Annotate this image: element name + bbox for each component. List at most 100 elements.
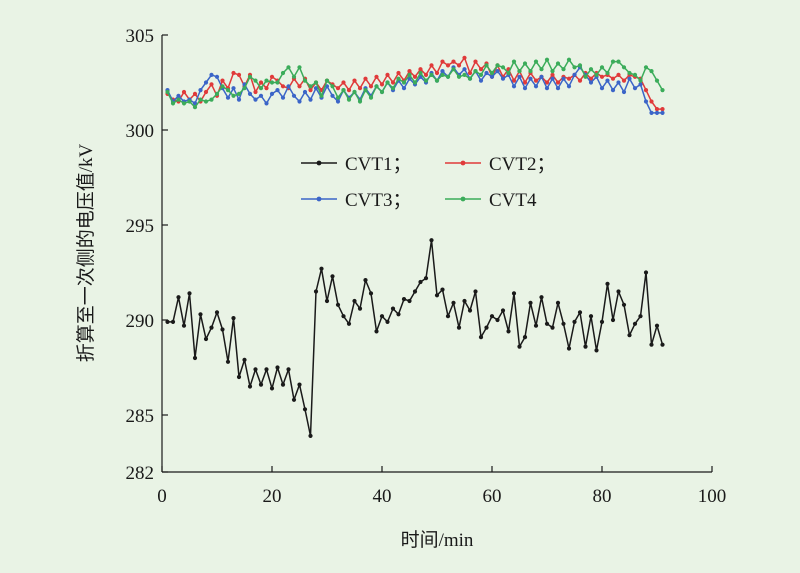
data-point xyxy=(489,314,495,319)
data-point xyxy=(539,74,544,79)
data-point xyxy=(522,80,528,85)
data-point xyxy=(654,107,660,112)
legend-label: CVT4 xyxy=(489,190,537,211)
data-point xyxy=(390,306,396,311)
legend-item: CVT4 xyxy=(445,190,537,211)
data-point xyxy=(176,93,181,98)
data-point xyxy=(187,99,192,104)
data-point xyxy=(231,316,236,321)
data-point xyxy=(467,76,473,81)
data-point xyxy=(528,76,533,81)
data-point xyxy=(275,88,280,93)
data-point xyxy=(643,270,649,275)
y-tick-label: 285 xyxy=(126,406,155,427)
series-4 xyxy=(165,57,665,110)
data-point xyxy=(440,287,445,292)
data-point xyxy=(401,297,407,302)
data-point xyxy=(627,70,632,76)
data-point xyxy=(418,70,423,76)
data-point xyxy=(627,76,632,81)
y-axis-label: 折算至一次侧的电压值/kV xyxy=(75,143,97,362)
data-point xyxy=(176,295,181,300)
data-point xyxy=(302,89,308,95)
data-point xyxy=(181,89,187,95)
data-point xyxy=(352,78,357,83)
data-point xyxy=(566,84,572,89)
data-point xyxy=(555,300,561,305)
data-point xyxy=(297,84,302,89)
data-point xyxy=(561,67,566,72)
data-point xyxy=(445,74,451,79)
data-point xyxy=(484,63,489,68)
data-point xyxy=(203,99,209,104)
data-point xyxy=(555,86,561,91)
data-point xyxy=(451,300,456,305)
data-point xyxy=(209,97,214,102)
data-point xyxy=(396,70,401,76)
data-point xyxy=(231,70,236,76)
data-point xyxy=(253,97,258,102)
data-point xyxy=(247,91,253,96)
data-point xyxy=(302,407,308,412)
data-point xyxy=(407,69,412,74)
data-point xyxy=(605,78,610,83)
data-point xyxy=(506,329,511,334)
data-point xyxy=(275,80,280,85)
data-point xyxy=(561,321,566,326)
data-point xyxy=(506,70,511,76)
data-point xyxy=(181,101,187,106)
data-point xyxy=(566,346,572,351)
x-axis-label: 时间/min xyxy=(401,529,474,551)
data-point xyxy=(231,93,236,98)
data-point xyxy=(214,91,220,96)
data-point xyxy=(203,336,209,342)
data-point xyxy=(478,78,484,83)
data-point xyxy=(247,384,253,389)
data-point xyxy=(220,78,225,83)
data-point xyxy=(418,279,423,285)
data-point xyxy=(412,80,418,85)
data-point xyxy=(253,89,258,95)
data-point xyxy=(643,65,649,70)
y-tick-label: 290 xyxy=(126,311,155,332)
data-point xyxy=(357,306,363,311)
data-point xyxy=(638,78,643,83)
data-point xyxy=(297,65,302,70)
data-point xyxy=(462,67,467,72)
data-point xyxy=(379,314,385,319)
series-1 xyxy=(165,238,665,438)
series-3 xyxy=(165,65,665,115)
data-point xyxy=(363,76,368,81)
data-point xyxy=(544,80,550,85)
data-point xyxy=(275,365,280,370)
data-point xyxy=(594,72,599,77)
legend-label: CVT1； xyxy=(345,154,412,175)
data-point xyxy=(555,80,561,85)
data-point xyxy=(280,382,286,387)
data-point xyxy=(473,69,478,74)
data-point xyxy=(264,101,269,106)
y-tick-label: 282 xyxy=(126,463,155,484)
data-point xyxy=(605,281,610,286)
data-point xyxy=(368,84,374,89)
data-point xyxy=(610,76,616,81)
data-point xyxy=(385,319,390,324)
data-point xyxy=(429,238,434,243)
data-point xyxy=(264,367,269,372)
data-point xyxy=(374,74,379,79)
data-point xyxy=(517,344,522,349)
data-point xyxy=(489,74,495,79)
data-point xyxy=(462,72,467,77)
data-point xyxy=(423,78,429,83)
data-point xyxy=(335,86,341,91)
data-point xyxy=(374,329,379,334)
data-point xyxy=(632,321,638,326)
data-point xyxy=(566,57,572,62)
data-point xyxy=(511,59,517,64)
x-tick-label: 80 xyxy=(593,486,612,507)
data-point xyxy=(291,74,297,79)
data-point xyxy=(412,289,418,294)
data-point xyxy=(649,99,654,104)
data-point xyxy=(258,93,264,98)
